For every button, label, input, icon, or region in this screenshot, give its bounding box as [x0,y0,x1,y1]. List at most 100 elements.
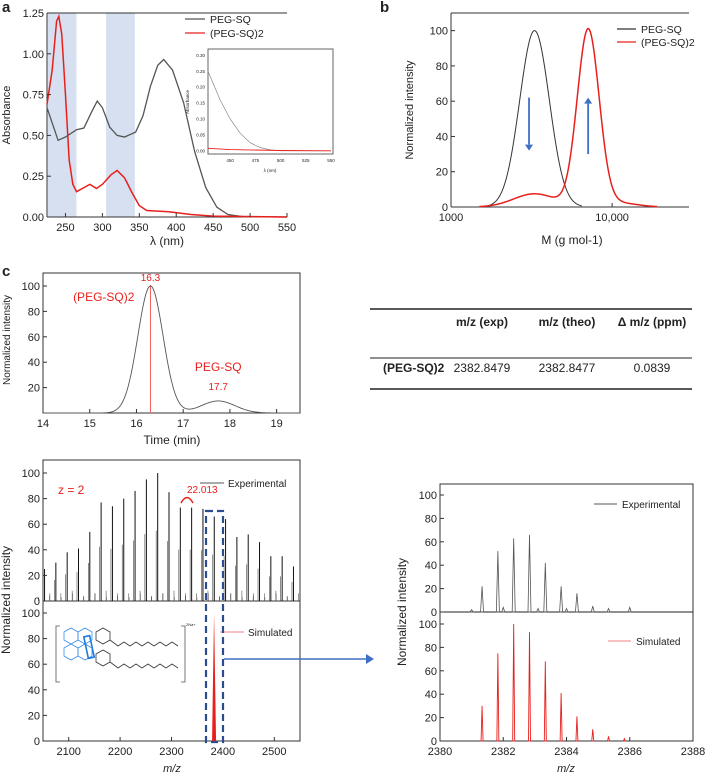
table-header-delta: Δ m/z (ppm) [618,315,687,329]
b-y-tick-label: 0 [442,202,448,214]
zoom-sim-peak [480,705,484,742]
zoom-exp-peak [564,607,569,613]
axes-ms [42,459,301,742]
zoom-exp-peak [527,534,532,613]
inset-y-tick: 0.10 [196,117,205,122]
c-y-tick-label: 40 [28,357,40,369]
zoom-x-tick-label: 2386 [618,746,642,758]
zoom-exp-y-tick-label: 80 [425,513,437,525]
axes-b [450,12,689,207]
peak-annotation: 17.7 [208,382,228,393]
c-x-tick-label: 19 [271,418,283,430]
sim-peak [212,613,217,741]
zoom-exp-y-tick-label: 60 [425,537,437,549]
chemical-structure [55,625,186,683]
c-x-tick-label: 18 [224,418,236,430]
zoom-sim-y-tick-label: 0 [431,736,437,748]
c-ylabel: Normalized intensity [2,295,13,385]
peak-annotation: PEG-SQ [195,360,242,374]
a-x-tick-label: 300 [93,222,111,234]
zoom-exp-peak [469,608,474,613]
spacing-label: 22.013 [187,485,218,496]
inset-x-tick: 525 [302,158,310,163]
zoom-exp-y-tick-label: 40 [425,560,437,572]
a-y-tick-label: 0.50 [23,130,44,142]
zoom-x-tick-label: 2380 [428,746,452,758]
zoom-x-tick-label: 2388 [681,746,705,758]
series-peg-sq-dimer [479,27,658,208]
c-x-tick-label: 16 [130,418,142,430]
zoom-exp-y-tick-label: 100 [419,490,437,502]
b-y-tick-label: 80 [436,61,448,73]
inset-series-dimer [207,147,331,152]
zoom-x-tick-label: 2384 [554,746,578,758]
zoom-exp-peak [627,606,632,613]
panel-label-a: a [2,0,11,16]
b-x-tick-label: 1000 [439,212,463,224]
shaded-band [106,13,135,217]
b-xlabel: M (g mol-1) [541,233,602,247]
a-y-tick-label: 0.25 [23,171,44,183]
ms-sim-y-tick-label: 60 [28,659,40,671]
a-y-tick-label: 0.75 [23,90,44,102]
b-y-tick-label: 40 [436,131,448,143]
table-row-compound: (PEG-SQ)2 [383,361,445,375]
series-peg-sq [481,30,583,208]
table-header-theo: m/z (theo) [539,315,596,329]
ms-sim-y-tick-label: 20 [28,710,40,722]
zoom-exp-peak [511,538,516,613]
a-x-tick-label: 400 [167,222,185,234]
a-xlabel: λ (nm) [150,234,184,248]
legend-label: (PEG-SQ)2 [641,37,695,49]
zoom-sim-y-tick-label: 60 [425,666,437,678]
zoom-exp-peak [535,607,541,613]
zoom-sim-peak [591,729,595,742]
legend-experimental: Experimental [228,479,286,490]
selection-box [204,509,225,744]
chromatogram-chart: 20 40 60 80 100 14 15 16 17 18 19 (PEG-SQ)2 16.3 PEG-… [2,272,301,447]
zoom-sim-y-tick-label: 40 [425,689,437,701]
legend-simulated: Simulated [248,628,292,639]
panel-label-c: c [2,263,10,280]
charge-label: z = 2 [58,483,85,497]
zoom-exp-y-tick-label: 20 [425,584,437,596]
zoom-sim-y-tick-label: 80 [425,642,437,654]
inset-ylabel: Absorbance [185,90,190,115]
zoom-exp-peak [606,607,611,613]
trend-arrow-down-head [525,144,534,151]
c-y-tick-label: 60 [28,332,40,344]
ms-x-tick-label: 2100 [56,746,80,758]
zoom-arrow-head [366,654,374,664]
a-y-tick-label: 1.00 [23,49,44,61]
a-x-tick-label: 350 [130,222,148,234]
c-x-tick-label: 17 [177,418,189,430]
zoom-exp-peak [590,606,595,613]
zoom-exp-peak [543,562,548,613]
zoom-exp-peak [495,551,500,613]
a-x-tick-label: 550 [278,222,296,234]
axes-a [46,12,287,217]
zoom-sim-peak [559,693,563,742]
trend-arrow-up-head [584,97,593,104]
c-xlabel: Time (min) [144,433,201,447]
ms-xlabel: m/z [163,763,181,773]
gpc-mass-chart: 0 20 40 60 80 100 1000 10,000 M (g mol-1) Normali… [404,12,695,247]
zoom-sim-peak [607,736,611,742]
ms-x-tick-label: 2400 [211,746,235,758]
inset-y-tick: 0.05 [196,132,205,137]
zoom-exp-peak [575,593,579,613]
b-y-tick-label: 100 [430,26,448,38]
series-peg-sq [46,58,288,218]
table-cell-delta: 0.0839 [634,361,671,375]
zoom-sim-peak [512,623,516,742]
legend-simulated: Simulated [636,637,680,648]
zoom-sim-peak [496,653,500,742]
c-y-tick-label: 80 [28,306,40,318]
inset-x-tick: 550 [327,158,335,163]
ms-exp-y-tick-label: 20 [28,570,40,582]
inset-frame [207,48,334,155]
a-y-tick-label: 0.00 [23,212,44,224]
legend-label: PEG-SQ [210,14,251,26]
